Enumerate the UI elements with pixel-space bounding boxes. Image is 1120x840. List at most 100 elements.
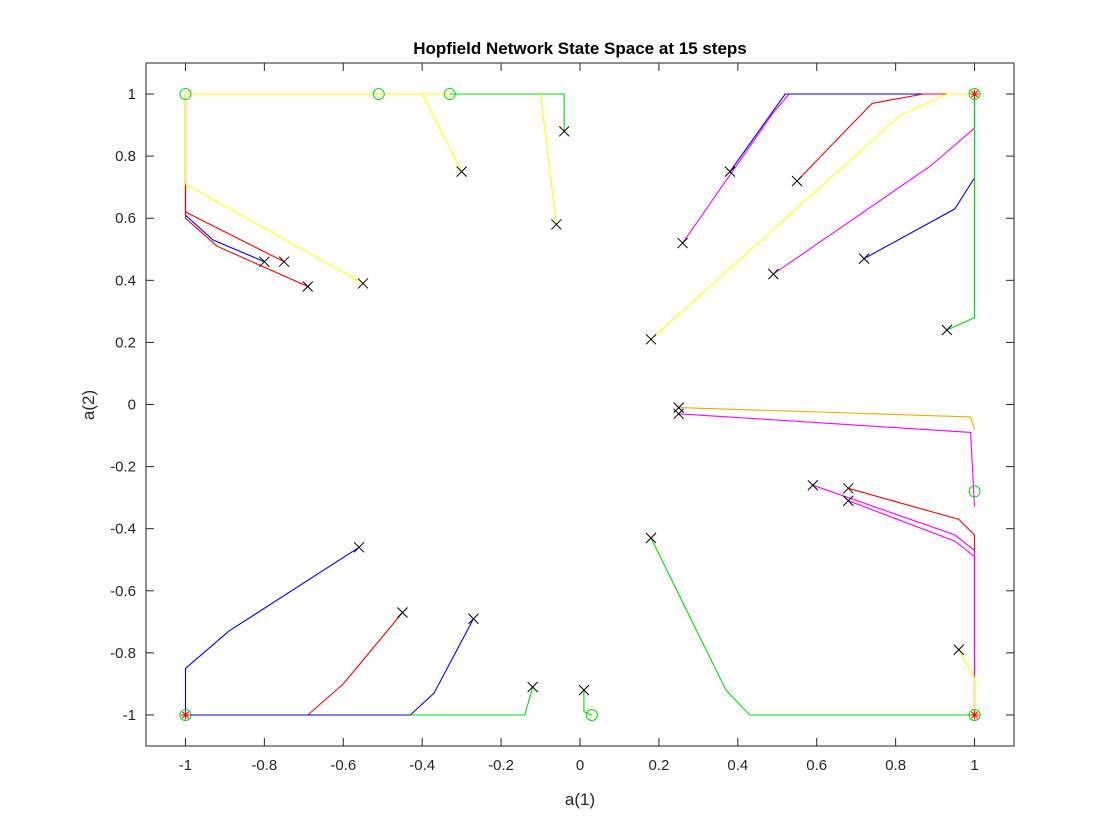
trajectory-line xyxy=(729,93,975,173)
start-marker-stroke xyxy=(550,219,562,230)
trajectory-line xyxy=(650,537,975,716)
x-tick-label: -0.8 xyxy=(251,757,277,774)
end-marker xyxy=(968,88,981,101)
y-tick-label: -0.2 xyxy=(110,459,136,476)
start-marker-stroke xyxy=(842,495,854,507)
start-marker xyxy=(357,278,369,289)
start-marker xyxy=(941,324,953,336)
start-marker-stroke xyxy=(953,644,965,656)
start-marker xyxy=(953,644,965,656)
start-marker-stroke xyxy=(456,166,467,178)
y-tick-label: 0.8 xyxy=(115,148,136,165)
trajectory-line xyxy=(449,93,565,132)
y-tick-label: 1 xyxy=(128,86,136,103)
start-marker-stroke xyxy=(677,237,688,249)
start-marker-stroke xyxy=(673,408,684,420)
corner-star-marker xyxy=(970,710,980,720)
end-marker xyxy=(443,88,456,101)
start-marker xyxy=(259,256,270,268)
trajectory-line xyxy=(410,686,534,716)
start-marker xyxy=(550,219,562,230)
end-marker xyxy=(179,88,192,101)
x-tick-label: 0 xyxy=(576,757,584,774)
corner-star-stroke xyxy=(971,711,979,719)
start-marker xyxy=(456,166,467,178)
start-marker-stroke xyxy=(578,684,590,696)
start-marker xyxy=(677,237,688,249)
y-tick-label: 0.2 xyxy=(115,334,136,351)
x-tick-label: 0.2 xyxy=(648,757,669,774)
start-marker xyxy=(578,684,590,696)
y-tick-label: 0.6 xyxy=(115,210,136,227)
start-marker-stroke xyxy=(278,256,290,268)
start-marker xyxy=(302,281,314,292)
y-tick-label: -0.4 xyxy=(110,521,136,538)
end-marker xyxy=(968,485,981,498)
start-marker xyxy=(673,408,684,420)
end-marker xyxy=(179,708,192,721)
trajectory-line xyxy=(583,690,593,716)
start-marker-stroke xyxy=(468,613,479,625)
x-tick-label: -0.2 xyxy=(488,757,514,774)
start-marker xyxy=(645,532,657,544)
start-marker-stroke xyxy=(353,541,365,553)
y-axis-label: a(2) xyxy=(79,390,98,420)
start-marker-stroke xyxy=(302,281,314,292)
start-marker-stroke xyxy=(767,268,779,280)
x-tick-label: 0.8 xyxy=(885,757,906,774)
x-tick-label: -0.4 xyxy=(409,757,435,774)
start-marker xyxy=(858,253,870,264)
start-marker xyxy=(767,268,779,280)
start-marker-stroke xyxy=(858,253,870,264)
trajectory-line xyxy=(678,407,976,430)
start-marker xyxy=(645,333,657,345)
x-axis-label: a(1) xyxy=(565,790,595,809)
trajectory-line xyxy=(678,413,976,507)
corner-star-marker xyxy=(180,710,190,720)
corner-star-stroke xyxy=(971,90,979,98)
start-marker-stroke xyxy=(558,125,570,137)
marker-layer xyxy=(179,88,981,721)
chart-title: Hopfield Network State Space at 15 steps xyxy=(413,39,747,58)
start-marker-stroke xyxy=(645,532,657,544)
start-marker xyxy=(842,495,854,507)
trajectory-layer xyxy=(184,93,976,716)
start-marker xyxy=(397,607,408,618)
trajectory-line xyxy=(848,500,976,715)
y-tick-label: -0.6 xyxy=(110,583,136,600)
start-marker-stroke xyxy=(807,479,819,491)
start-marker-stroke xyxy=(645,333,657,345)
corner-star-marker xyxy=(970,89,980,99)
trajectory-line xyxy=(650,93,975,340)
trajectory-line xyxy=(946,94,976,331)
start-marker xyxy=(278,256,290,268)
x-tick-label: 0.6 xyxy=(806,757,827,774)
start-marker-stroke xyxy=(941,324,953,336)
trajectory-line xyxy=(958,649,976,715)
x-tick-label: 1 xyxy=(970,757,978,774)
y-tick-label: -0.8 xyxy=(110,645,136,662)
end-marker xyxy=(585,708,598,721)
tick-layer: -1 -0.8 -0.6 -0.4 -0.2 0 0.2 0.4 0.6 0.8 1 1 0.8 0.6 0… xyxy=(110,63,1014,774)
start-marker-stroke xyxy=(397,607,408,618)
start-marker xyxy=(527,681,539,693)
y-tick-label: 0 xyxy=(128,397,136,414)
start-marker-stroke xyxy=(357,278,369,289)
trajectory-line xyxy=(184,94,364,284)
start-marker xyxy=(724,166,736,178)
start-marker xyxy=(468,613,479,625)
y-tick-label: -1 xyxy=(123,707,136,724)
start-marker xyxy=(842,482,854,494)
end-marker xyxy=(372,88,385,101)
start-marker-stroke xyxy=(259,256,270,268)
start-marker xyxy=(791,175,803,187)
start-marker-stroke xyxy=(527,681,539,693)
x-tick-label: -1 xyxy=(179,757,192,774)
trajectory-line xyxy=(184,546,360,715)
start-marker-stroke xyxy=(842,482,854,494)
start-marker xyxy=(807,479,819,491)
x-tick-label: -0.6 xyxy=(330,757,356,774)
start-marker xyxy=(558,125,570,137)
